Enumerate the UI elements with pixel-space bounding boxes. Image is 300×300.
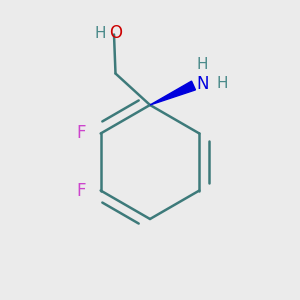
Polygon shape (150, 81, 196, 105)
Text: H: H (95, 26, 106, 40)
Text: H: H (216, 76, 228, 92)
Text: N: N (196, 75, 209, 93)
Text: F: F (76, 182, 86, 200)
Text: H: H (197, 57, 208, 72)
Text: O: O (109, 24, 122, 42)
Text: F: F (76, 124, 86, 142)
